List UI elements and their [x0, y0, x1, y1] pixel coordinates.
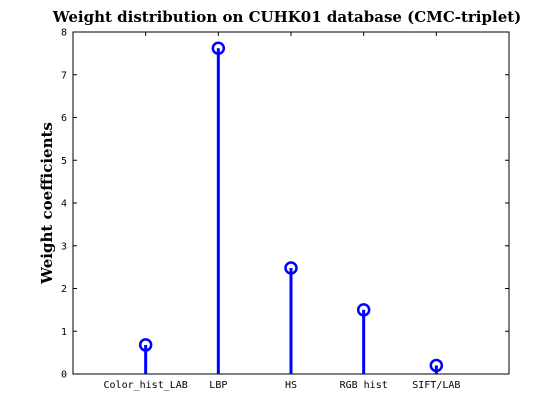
y-tick-label: 0: [61, 370, 67, 381]
stem-marker: [356, 303, 371, 317]
y-axis: 0 1 2 3 4 5 6 7 8: [61, 28, 509, 381]
x-tick-label: HS: [285, 380, 297, 391]
stem-marker: [138, 338, 153, 352]
x-tick-label: LBP: [209, 380, 227, 391]
y-tick-label: 5: [61, 156, 67, 167]
stem-marker: [284, 261, 298, 275]
y-tick-label: 3: [61, 241, 67, 252]
y-tick-label: 6: [61, 113, 67, 124]
y-tick-label: 4: [61, 199, 67, 210]
y-tick-label: 7: [61, 70, 67, 81]
data-series: [138, 41, 444, 374]
y-axis-label: Weight coefficients: [38, 122, 56, 285]
stem-marker: [211, 41, 226, 55]
x-tick-label: Color_hist_LAB: [104, 380, 188, 391]
chart-title: Weight distribution on CUHK01 database (…: [52, 8, 522, 26]
y-tick-label: 2: [61, 284, 67, 295]
x-tick-label: RGB hist: [340, 380, 388, 391]
y-tick-label: 1: [61, 327, 67, 338]
x-tick-label: SIFT/LAB: [412, 380, 460, 391]
y-tick-label: 8: [61, 28, 67, 39]
stem-marker: [429, 358, 444, 373]
